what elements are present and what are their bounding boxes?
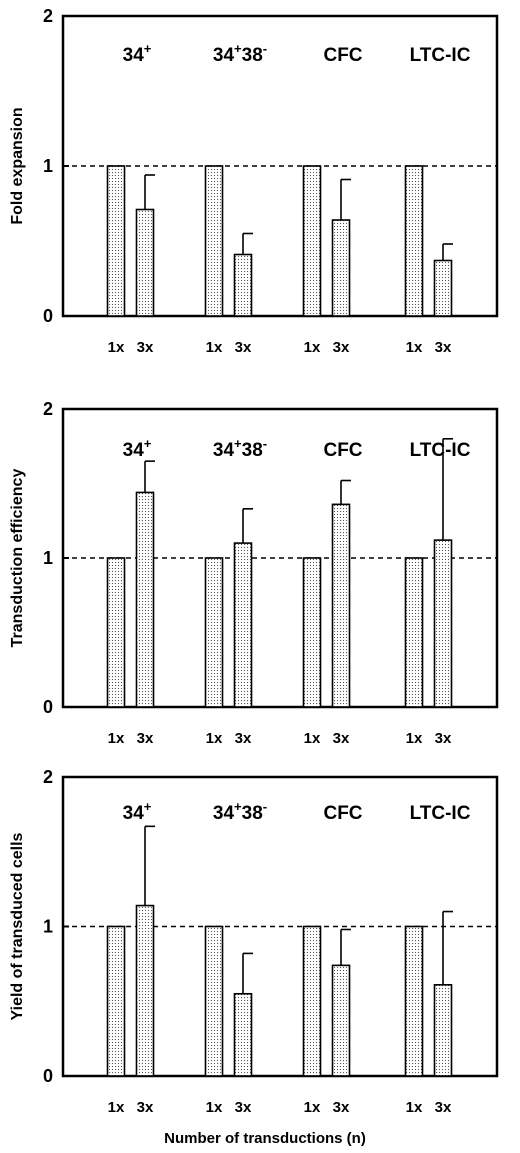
y-tick-label: 0: [43, 306, 53, 326]
group-label: LTC-IC: [410, 803, 471, 824]
group-label: LTC-IC: [410, 440, 471, 461]
category-label: 3x: [435, 730, 452, 747]
bar-1x: [106, 557, 126, 708]
bar-group-1: 1x 3x 34+: [106, 436, 155, 747]
bar-group-4: 1x 3x LTC-IC: [404, 437, 471, 747]
y-tick-label: 2: [43, 399, 53, 419]
group-label: 34+: [123, 436, 152, 461]
bar-1x: [302, 925, 322, 1077]
group-label: CFC: [323, 440, 362, 461]
bar-group-2: 1x 3x 34+38-: [204, 799, 267, 1116]
x-axis-label: Number of transductions (n): [164, 1130, 366, 1147]
bar-group-2: 1x 3x 34+38-: [204, 41, 267, 356]
bar-3x: [233, 253, 253, 317]
bar-group-3: 1x 3x CFC: [302, 803, 363, 1116]
category-label: 3x: [435, 1099, 452, 1116]
chart-panel-2: 0 1 2 Transduction efficiency 1x 3x 34+ 1x 3x 34+…: [9, 399, 499, 747]
category-label: 3x: [235, 339, 252, 356]
category-label: 3x: [137, 730, 154, 747]
bar-3x: [331, 503, 351, 708]
bar-3x: [233, 542, 253, 708]
bar-3x: [433, 259, 453, 317]
bar-group-3: 1x 3x CFC: [302, 45, 363, 356]
bar-3x: [135, 208, 155, 317]
y-tick-label: 2: [43, 767, 53, 787]
group-label: 34+38-: [213, 799, 267, 824]
y-tick-label: 2: [43, 6, 53, 26]
bar-1x: [204, 557, 224, 708]
bar-group-4: 1x 3x LTC-IC: [404, 803, 471, 1116]
y-tick-label: 0: [43, 697, 53, 717]
y-tick-label: 1: [43, 917, 53, 937]
chart-panel-1: 0 1 2 Fold expansion 1x 3x 34+ 1x 3x 34+38- 1x 3x CF…: [9, 6, 499, 356]
category-label: 1x: [206, 339, 223, 356]
bar-3x: [233, 992, 253, 1077]
group-label: 34+: [123, 41, 152, 66]
y-axis-label: Fold expansion: [9, 107, 26, 224]
group-label: CFC: [323, 803, 362, 824]
bar-1x: [404, 165, 424, 317]
y-axis-label: Yield of transduced cells: [9, 832, 26, 1020]
bar-3x: [135, 491, 155, 708]
category-label: 1x: [304, 339, 321, 356]
category-label: 1x: [108, 730, 125, 747]
chart-panel-3: 0 1 2 Yield of transduced cells 1x 3x 34+ 1x 3x 3…: [9, 767, 499, 1116]
bar-1x: [302, 165, 322, 317]
bar-1x: [106, 165, 126, 317]
category-label: 1x: [304, 730, 321, 747]
bar-group-1: 1x 3x 34+: [106, 41, 155, 356]
category-label: 1x: [108, 1099, 125, 1116]
category-label: 1x: [406, 339, 423, 356]
group-label: LTC-IC: [410, 45, 471, 66]
bar-3x: [433, 984, 453, 1077]
group-label: 34+38-: [213, 436, 267, 461]
category-label: 3x: [333, 1099, 350, 1116]
group-label: 34+: [123, 799, 152, 824]
category-label: 1x: [406, 730, 423, 747]
bar-1x: [204, 165, 224, 317]
category-label: 1x: [206, 1099, 223, 1116]
bar-group-3: 1x 3x CFC: [302, 440, 363, 747]
bar-3x: [433, 539, 453, 708]
bar-1x: [404, 557, 424, 708]
category-label: 1x: [304, 1099, 321, 1116]
bar-3x: [331, 964, 351, 1077]
category-label: 3x: [435, 339, 452, 356]
group-label: CFC: [323, 45, 362, 66]
category-label: 1x: [406, 1099, 423, 1116]
bar-1x: [204, 925, 224, 1077]
y-tick-label: 1: [43, 548, 53, 568]
bar-3x: [331, 219, 351, 317]
category-label: 1x: [108, 339, 125, 356]
bar-1x: [106, 925, 126, 1077]
y-tick-label: 0: [43, 1066, 53, 1086]
bar-group-4: 1x 3x LTC-IC: [404, 45, 471, 356]
y-axis-label: Transduction efficiency: [9, 469, 26, 648]
category-label: 3x: [235, 1099, 252, 1116]
bar-group-2: 1x 3x 34+38-: [204, 436, 267, 747]
group-label: 34+38-: [213, 41, 267, 66]
category-label: 3x: [137, 1099, 154, 1116]
y-tick-label: 1: [43, 156, 53, 176]
category-label: 1x: [206, 730, 223, 747]
bar-1x: [404, 925, 424, 1077]
bar-group-1: 1x 3x 34+: [106, 799, 155, 1116]
category-label: 3x: [235, 730, 252, 747]
bar-1x: [302, 557, 322, 708]
category-label: 3x: [333, 339, 350, 356]
category-label: 3x: [333, 730, 350, 747]
category-label: 3x: [137, 339, 154, 356]
bar-3x: [135, 904, 155, 1077]
